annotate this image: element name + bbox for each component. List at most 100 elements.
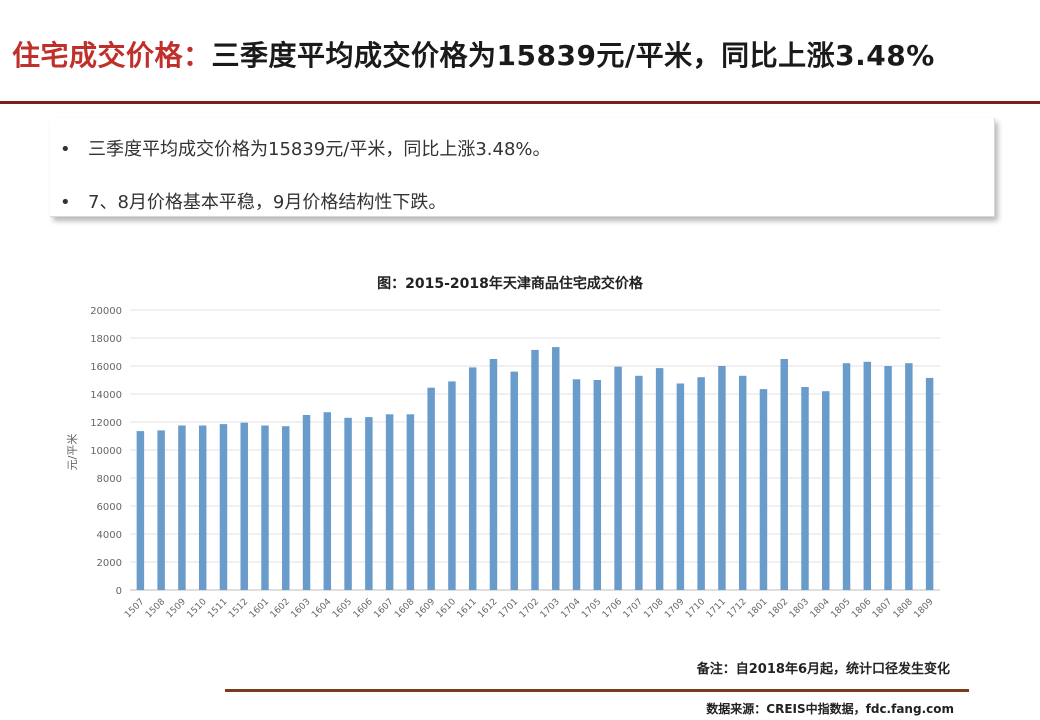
x-tick-label: 1604 bbox=[310, 597, 333, 620]
x-tick-label: 1606 bbox=[352, 597, 375, 620]
data-source: 数据来源：CREIS中指数据，fdc.fang.com bbox=[706, 702, 954, 716]
bar-1610 bbox=[448, 381, 456, 590]
x-tick-label: 1701 bbox=[497, 597, 520, 620]
x-tick-label: 1805 bbox=[829, 597, 852, 620]
x-tick-label: 1804 bbox=[809, 597, 832, 620]
x-tick-label: 1706 bbox=[601, 597, 624, 620]
x-tick-label: 1609 bbox=[414, 597, 437, 620]
bar-1704 bbox=[572, 379, 581, 590]
bar-1512 bbox=[240, 422, 248, 590]
bar-1706 bbox=[614, 366, 622, 590]
bar-1804 bbox=[822, 391, 830, 590]
y-tick-label: 10000 bbox=[90, 446, 122, 457]
x-tick-label: 1705 bbox=[580, 597, 603, 620]
x-tick-label: 1605 bbox=[331, 597, 354, 620]
bar-1604 bbox=[323, 412, 332, 590]
x-tick-label: 1511 bbox=[206, 597, 229, 620]
bar-1511 bbox=[219, 424, 228, 590]
y-tick-label: 12000 bbox=[90, 418, 122, 429]
bar-1602 bbox=[282, 426, 290, 590]
y-axis-label: 元/平米 bbox=[66, 434, 79, 471]
x-tick-label: 1508 bbox=[144, 597, 167, 620]
x-tick-label: 1510 bbox=[186, 597, 209, 620]
x-tick-label: 1704 bbox=[559, 597, 582, 620]
bar-1601 bbox=[261, 425, 269, 590]
y-tick-label: 0 bbox=[116, 586, 122, 597]
x-tick-label: 1509 bbox=[165, 597, 188, 620]
x-tick-label: 1603 bbox=[289, 597, 312, 620]
summary-bullet-1-text: 三季度平均成交价格为15839元/平米，同比上涨3.48%。 bbox=[88, 139, 551, 160]
x-tick-label: 1703 bbox=[539, 597, 562, 620]
bar-1507 bbox=[136, 431, 145, 590]
bar-1612 bbox=[489, 359, 498, 590]
bar-1807 bbox=[884, 366, 892, 590]
x-tick-label: 1601 bbox=[248, 597, 271, 620]
title-divider bbox=[0, 101, 1040, 104]
bar-1611 bbox=[468, 367, 477, 590]
bar-1803 bbox=[801, 387, 809, 590]
x-tick-label: 1611 bbox=[456, 597, 479, 620]
y-tick-label: 4000 bbox=[97, 530, 122, 541]
summary-bullet-1: • 三季度平均成交价格为15839元/平米，同比上涨3.48%。 bbox=[60, 135, 551, 161]
page-title-topic: 住宅成交价格： bbox=[12, 39, 212, 72]
x-tick-label: 1809 bbox=[912, 597, 935, 620]
summary-bullet-2: • 7、8月价格基本平稳，9月价格结构性下跌。 bbox=[60, 188, 446, 214]
x-tick-label: 1802 bbox=[767, 597, 790, 620]
x-tick-label: 1507 bbox=[123, 597, 146, 620]
y-axis-ticks: 0 2000 4000 6000 8000 10000 12000 14000 16000 180… bbox=[90, 306, 122, 597]
bullet-marker: • bbox=[60, 192, 71, 213]
y-tick-label: 6000 bbox=[97, 502, 122, 513]
footer-divider bbox=[225, 689, 969, 692]
bar-1808 bbox=[905, 363, 913, 590]
bullet-marker: • bbox=[60, 139, 71, 160]
bar-1711 bbox=[718, 366, 726, 590]
price-chart: 图：2015-2018年天津商品住宅成交价格 元/平米 0 2000 4000 600… bbox=[60, 262, 960, 652]
x-tick-label: 1711 bbox=[705, 597, 728, 620]
x-tick-label: 1808 bbox=[892, 597, 915, 620]
bar-1708 bbox=[655, 368, 664, 590]
bar-1801 bbox=[759, 389, 768, 590]
bar-1603 bbox=[302, 415, 311, 590]
x-tick-label: 1801 bbox=[746, 597, 769, 620]
y-tick-label: 2000 bbox=[97, 558, 122, 569]
bar-1805 bbox=[842, 363, 851, 590]
x-tick-label: 1602 bbox=[269, 597, 292, 620]
bar-1701 bbox=[510, 371, 518, 590]
x-tick-label: 1710 bbox=[684, 597, 707, 620]
bar-1605 bbox=[344, 417, 352, 590]
bar-1709 bbox=[676, 383, 685, 590]
bar-1712 bbox=[738, 375, 747, 590]
bar-1703 bbox=[552, 347, 560, 590]
bar-1702 bbox=[531, 349, 539, 590]
x-tick-label: 1807 bbox=[871, 597, 894, 620]
bar-1508 bbox=[157, 430, 165, 590]
title-bar: 住宅成交价格：三季度平均成交价格为15839元/平米，同比上涨3.48% bbox=[0, 0, 1040, 104]
bar-1606 bbox=[365, 417, 373, 590]
page-title: 住宅成交价格：三季度平均成交价格为15839元/平米，同比上涨3.48% bbox=[12, 34, 935, 74]
x-tick-label: 1806 bbox=[850, 597, 873, 620]
bar-1710 bbox=[697, 377, 705, 590]
x-tick-label: 1708 bbox=[642, 597, 665, 620]
x-tick-label: 1702 bbox=[518, 597, 541, 620]
bar-1802 bbox=[780, 359, 788, 590]
bar-1510 bbox=[198, 425, 207, 590]
x-tick-label: 1709 bbox=[663, 597, 686, 620]
price-chart-svg: 图：2015-2018年天津商品住宅成交价格 元/平米 0 2000 4000 600… bbox=[66, 275, 940, 620]
page-title-headline: 三季度平均成交价格为15839元/平米，同比上涨3.48% bbox=[211, 39, 935, 72]
bar-1609 bbox=[427, 387, 435, 590]
y-tick-label: 20000 bbox=[90, 306, 122, 317]
y-tick-label: 8000 bbox=[97, 474, 122, 485]
bar-1509 bbox=[178, 425, 186, 590]
bar-1707 bbox=[635, 375, 643, 590]
bar-1806 bbox=[863, 361, 872, 590]
x-tick-label: 1707 bbox=[622, 597, 645, 620]
y-tick-label: 14000 bbox=[90, 390, 122, 401]
x-tick-label: 1607 bbox=[372, 597, 395, 620]
x-tick-label: 1803 bbox=[788, 597, 811, 620]
chart-title: 图：2015-2018年天津商品住宅成交价格 bbox=[377, 275, 644, 292]
y-tick-label: 18000 bbox=[90, 334, 122, 345]
summary-bullet-2-text: 7、8月价格基本平稳，9月价格结构性下跌。 bbox=[88, 192, 447, 213]
bar-1607 bbox=[385, 414, 394, 590]
x-tick-label: 1610 bbox=[435, 597, 458, 620]
summary-box: • 三季度平均成交价格为15839元/平米，同比上涨3.48%。 • 7、8月价格基… bbox=[50, 118, 995, 217]
